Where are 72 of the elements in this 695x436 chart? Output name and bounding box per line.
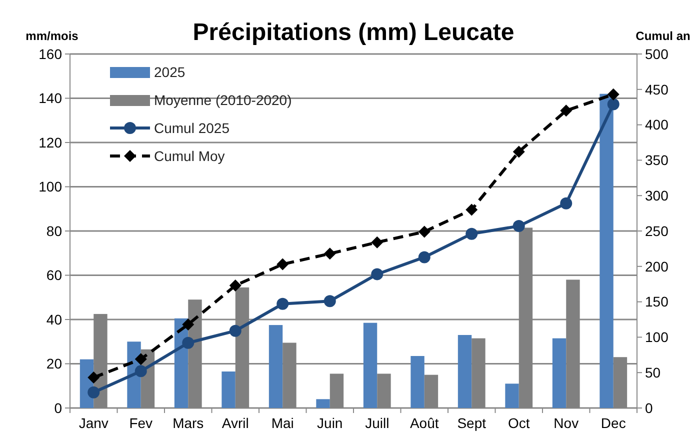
point xyxy=(134,353,147,366)
y2-tick-label: 100 xyxy=(645,329,669,346)
point xyxy=(418,226,430,238)
y2-tick-label: 150 xyxy=(645,294,669,310)
x-tick-label: Sept xyxy=(457,415,486,431)
bar xyxy=(316,399,330,408)
point xyxy=(229,324,242,337)
point xyxy=(324,248,336,260)
y2-tick-label: 500 xyxy=(645,46,669,62)
point xyxy=(276,298,289,310)
point xyxy=(182,336,194,349)
x-tick-label: Août xyxy=(410,415,439,431)
point xyxy=(182,318,194,330)
point xyxy=(512,146,525,158)
point xyxy=(607,98,620,110)
y-tick-label: 140 xyxy=(38,90,62,106)
y-tick-label: 20 xyxy=(46,356,62,372)
y-tick-label: 0 xyxy=(54,400,62,416)
y-tick-label: 60 xyxy=(46,267,62,284)
legend-label: Cumul Moy xyxy=(154,148,225,164)
y-tick-label: 100 xyxy=(38,178,62,195)
point xyxy=(466,228,478,240)
y2-tick-label: 0 xyxy=(645,400,653,416)
bar xyxy=(458,334,472,408)
x-tick-label: Janv xyxy=(78,415,108,431)
point xyxy=(276,258,289,270)
point xyxy=(88,372,100,384)
y-tick-label: 160 xyxy=(38,46,62,62)
y2-tick-label: 50 xyxy=(645,364,661,380)
y2-tick-label: 450 xyxy=(645,81,669,98)
y2-tick-label: 200 xyxy=(645,258,669,274)
bar xyxy=(505,384,519,408)
point xyxy=(607,88,620,100)
bar xyxy=(600,94,614,408)
point xyxy=(560,197,572,210)
y-tick-label: 80 xyxy=(46,222,62,239)
bar xyxy=(222,371,236,408)
bar xyxy=(552,338,566,408)
legend-label: Cumul 2025 xyxy=(154,120,230,136)
x-tick-label: Juill xyxy=(365,415,390,431)
y2-axis-title: Cumul an xyxy=(636,29,690,43)
point xyxy=(560,104,572,117)
y-tick-label: 40 xyxy=(46,311,62,328)
point xyxy=(134,365,147,378)
y-tick-label: 120 xyxy=(38,134,62,150)
point xyxy=(324,295,336,308)
point xyxy=(418,251,430,264)
legend-label: Moyenne (2010-2020) xyxy=(154,92,292,108)
point xyxy=(229,280,242,292)
x-tick-label: Oct xyxy=(508,415,530,431)
point xyxy=(512,220,525,232)
point xyxy=(88,386,100,398)
chart-title: Précipitations (mm) Leucate xyxy=(192,19,514,46)
x-tick-label: Avril xyxy=(222,415,249,431)
bar xyxy=(268,325,283,408)
x-tick-label: Fev xyxy=(129,415,153,431)
y2-tick-label: 350 xyxy=(645,152,669,168)
point xyxy=(371,268,384,280)
x-tick-label: Nov xyxy=(554,415,579,431)
y2-tick-label: 400 xyxy=(645,116,669,133)
point xyxy=(371,236,384,248)
bar xyxy=(410,356,424,408)
y-axis-title: mm/mois xyxy=(26,29,79,43)
x-tick-label: Mars xyxy=(172,415,204,431)
x-tick-label: Dec xyxy=(600,415,626,431)
x-tick-label: Mai xyxy=(271,415,294,431)
legend-label: 2025 xyxy=(154,64,186,80)
x-tick-label: Juin xyxy=(317,415,343,431)
y2-tick-label: 250 xyxy=(645,222,669,239)
y2-tick-label: 300 xyxy=(645,188,669,204)
point xyxy=(466,204,478,216)
bar xyxy=(363,322,378,408)
